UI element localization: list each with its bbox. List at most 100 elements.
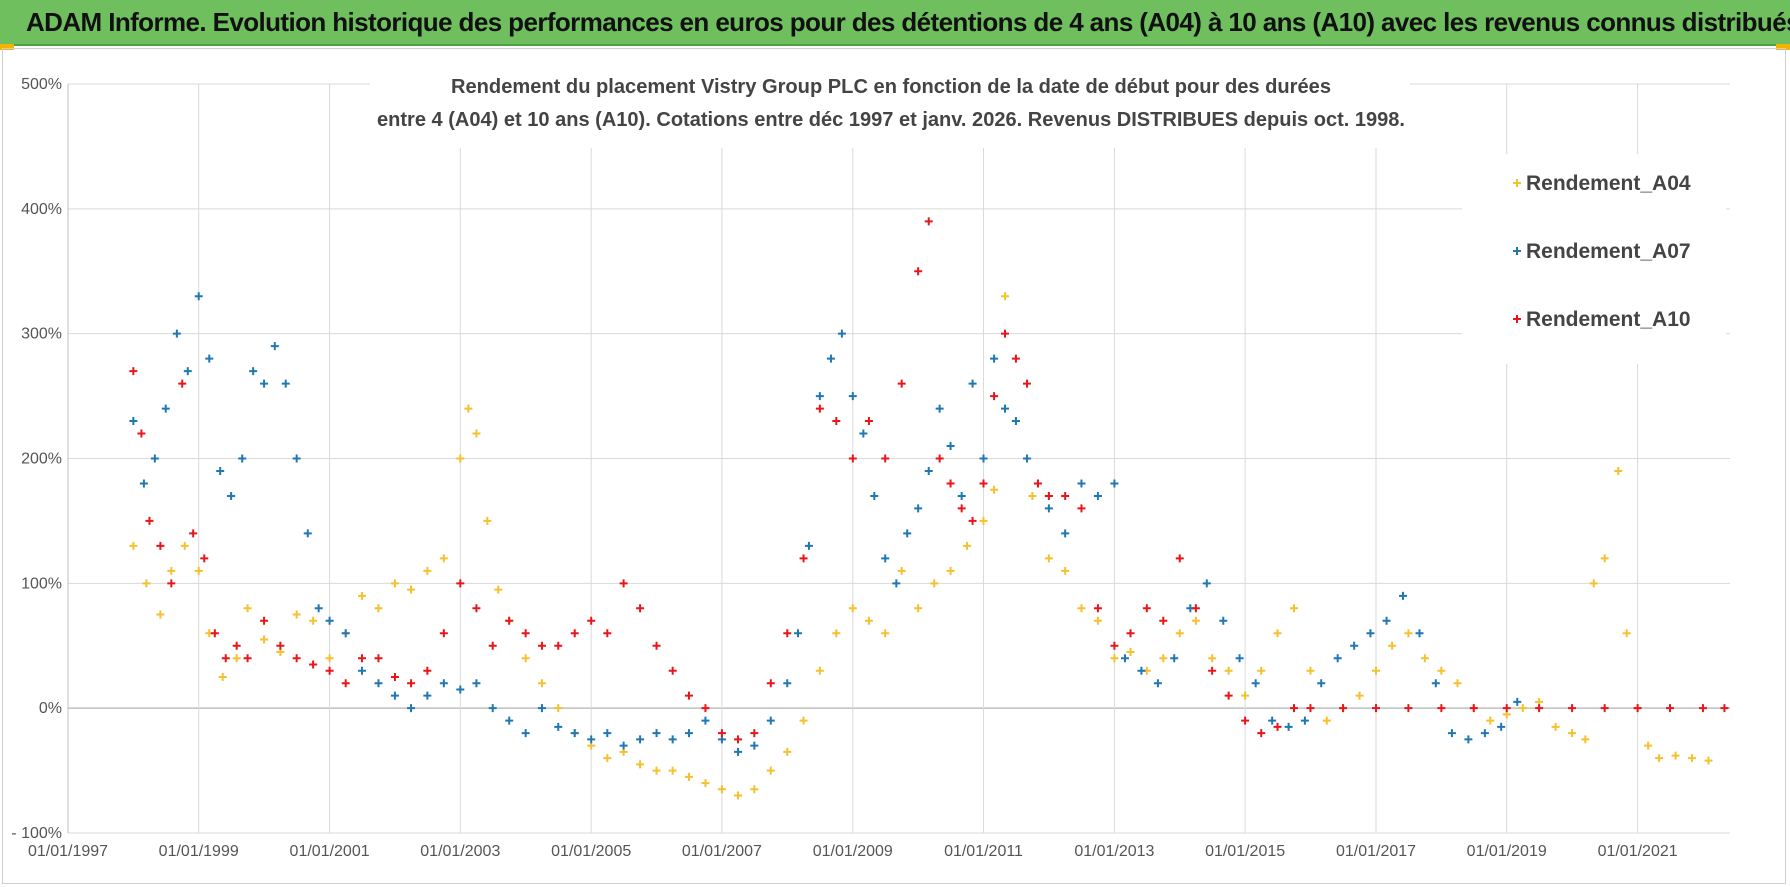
data-point (848, 604, 857, 613)
x-tick-label: 01/01/1999 (159, 843, 239, 860)
data-point (881, 629, 890, 638)
data-point (1698, 704, 1707, 713)
data-point (1300, 716, 1309, 725)
data-point (521, 654, 530, 663)
data-point (1306, 704, 1315, 713)
data-point (554, 704, 563, 713)
data-point (554, 641, 563, 650)
data-point (439, 679, 448, 688)
data-point (292, 654, 301, 663)
data-point (1350, 641, 1359, 650)
series-Rendement_A10 (129, 217, 1729, 744)
data-point (521, 629, 530, 638)
data-point (1001, 329, 1009, 338)
data-point (1366, 629, 1375, 638)
data-point (1704, 756, 1713, 765)
data-point (1061, 529, 1070, 538)
data-point (1355, 691, 1364, 700)
data-point (374, 679, 383, 688)
data-point (505, 616, 514, 625)
data-point (946, 479, 955, 488)
data-point (341, 679, 350, 688)
data-point (281, 379, 290, 388)
data-point (1241, 691, 1250, 700)
data-point (734, 791, 743, 800)
data-point (407, 704, 416, 713)
data-point (483, 516, 492, 525)
data-point (684, 729, 693, 738)
data-point (1224, 691, 1233, 700)
data-point (1137, 666, 1146, 675)
data-point (892, 579, 901, 588)
data-point (914, 604, 923, 613)
data-point (864, 417, 873, 426)
data-point (260, 379, 269, 388)
data-point (1011, 354, 1020, 363)
data-point (701, 704, 710, 713)
data-point (218, 672, 227, 681)
data-point (587, 616, 596, 625)
data-point (1404, 629, 1413, 638)
data-point (1688, 754, 1697, 763)
data-point (1093, 616, 1102, 625)
data-point (603, 729, 612, 738)
data-point (472, 679, 481, 688)
data-point (137, 429, 146, 438)
data-point (668, 735, 677, 744)
legend-marker (1513, 247, 1521, 255)
y-tick-label: 500% (21, 76, 62, 93)
data-point (1077, 504, 1086, 513)
data-point (826, 354, 835, 363)
data-point (1257, 666, 1266, 675)
data-point (232, 641, 241, 650)
data-point (619, 579, 628, 588)
data-point (1219, 616, 1228, 625)
x-tick-label: 01/01/2005 (551, 843, 631, 860)
data-point (142, 579, 151, 588)
data-point (1235, 654, 1244, 663)
data-point (145, 516, 154, 525)
data-point (924, 466, 933, 475)
data-point (979, 516, 988, 525)
data-point (914, 504, 923, 513)
x-tick-label: 01/01/2003 (420, 843, 500, 860)
data-point (439, 554, 448, 563)
data-point (1001, 292, 1009, 301)
data-point (668, 666, 677, 675)
data-point (766, 679, 775, 688)
data-point (636, 760, 645, 769)
data-point (1589, 579, 1598, 588)
data-point (221, 654, 230, 663)
data-point (129, 541, 138, 550)
data-point (1600, 704, 1609, 713)
data-point (1061, 566, 1070, 575)
data-point (1290, 604, 1298, 613)
data-point (156, 610, 165, 619)
data-point (390, 672, 399, 681)
data-point (180, 541, 189, 550)
data-point (881, 454, 890, 463)
data-point (276, 641, 285, 650)
data-point (358, 654, 367, 663)
data-point (1023, 379, 1032, 388)
data-point (1044, 504, 1053, 513)
y-tick-label: 300% (21, 326, 62, 343)
data-point (303, 529, 312, 538)
data-point (766, 716, 775, 725)
data-point (249, 367, 258, 376)
data-point (129, 417, 138, 426)
data-point (990, 354, 999, 363)
data-point (652, 729, 661, 738)
y-tick-label: 100% (21, 575, 62, 592)
data-point (1382, 616, 1391, 625)
data-point (537, 679, 546, 688)
y-tick-label: 400% (21, 201, 62, 218)
data-point (1023, 454, 1032, 463)
data-point (799, 554, 808, 563)
data-point (636, 604, 645, 613)
data-point (979, 479, 988, 488)
data-point (1666, 704, 1675, 713)
data-point (1614, 466, 1623, 475)
data-point (652, 766, 661, 775)
